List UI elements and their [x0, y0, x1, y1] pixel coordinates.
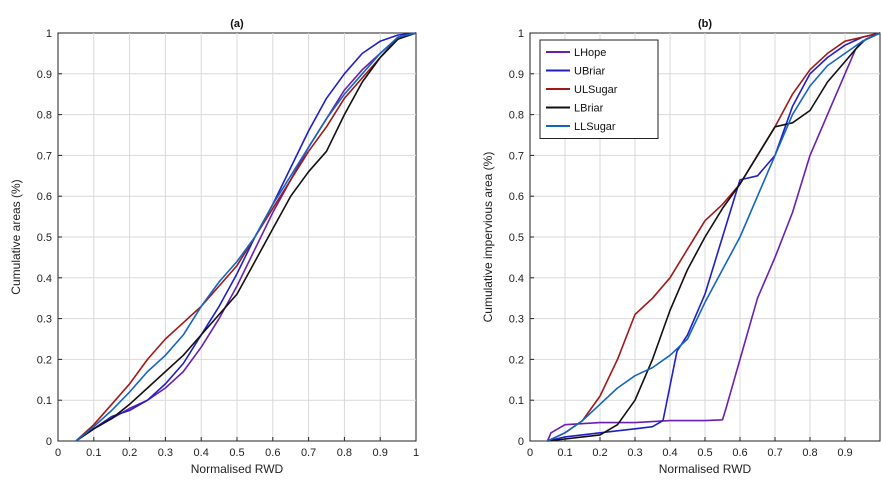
y-tick-label: 0.2 [509, 354, 524, 366]
x-tick-label: 0.5 [697, 447, 712, 459]
x-axis-label-b: Normalised RWD [659, 462, 752, 476]
legend-entry: LLSugar [574, 121, 616, 133]
y-tick-label: 0.7 [37, 150, 52, 162]
series-line-lbriar [547, 32, 881, 442]
chart-panel-b: 0 0.1 0.2 0.3 0.4 0.5 0.6 0.7 0.8 0.9 00.10.20.30… [481, 18, 881, 476]
series-lines-a [75, 32, 417, 442]
y-tick-label: 0 [518, 436, 524, 448]
chart-panel-a: 0 0.1 0.2 0.3 0.4 0.5 0.6 0.7 0.8 0.9 1 0 0.1 0.2 0.3… [9, 18, 419, 476]
x-tick-label: 1 [413, 447, 419, 459]
x-tick-label: 0.7 [301, 447, 316, 459]
x-tick-label: 0.1 [86, 447, 101, 459]
y-tick-label: 0.8 [509, 110, 524, 122]
y-tick-label: 0.5 [37, 232, 52, 244]
y-tick-label: 0.3 [509, 314, 524, 326]
x-axis-label-a: Normalised RWD [191, 462, 284, 476]
chart-title-a: (a) [230, 18, 244, 30]
y-tick-label: 0.9 [37, 69, 52, 81]
y-tick-label: 0.1 [37, 395, 52, 407]
x-tick-label: 0.5 [229, 447, 244, 459]
legend-entry: UBriar [574, 66, 606, 78]
chart-title-b: (b) [698, 18, 712, 30]
y-tick-label: 0.6 [37, 191, 52, 203]
series-line-a-2 [75, 32, 417, 442]
series-line-a-1 [75, 32, 417, 442]
x-tick-label: 0 [527, 447, 533, 459]
y-axis-label-b: Cumulative impervious area (%) [481, 152, 495, 323]
y-axis-label-a: Cumulative areas (%) [9, 179, 23, 294]
series-lines-b [546, 32, 881, 442]
series-line-lhope [546, 32, 881, 442]
y-tick-label: 0.7 [509, 150, 524, 162]
x-tick-label: 0.4 [194, 447, 209, 459]
y-tick-label: 0 [46, 436, 52, 448]
y-tick-label: 0.4 [37, 273, 52, 285]
y-tick-label: 0.4 [509, 273, 524, 285]
y-tick-label: 0.1 [509, 395, 524, 407]
y-ticks-a: 0 0.1 0.2 0.3 0.4 0.5 0.6 0.7 0.8 0.9 1 [37, 28, 62, 448]
x-tick-label: 0.1 [557, 447, 572, 459]
x-tick-label: 0.6 [732, 447, 747, 459]
grid-a [58, 33, 416, 441]
x-tick-label: 0.3 [158, 447, 173, 459]
x-tick-label: 0.3 [627, 447, 642, 459]
x-ticks-b: 0 0.1 0.2 0.3 0.4 0.5 0.6 0.7 0.8 0.9 [527, 437, 853, 459]
x-tick-label: 0 [55, 447, 61, 459]
x-tick-label: 0.9 [837, 447, 852, 459]
y-tick-label: 0.8 [37, 110, 52, 122]
x-tick-label: 0.2 [122, 447, 137, 459]
grid-b [530, 33, 880, 441]
y-ticks-b: 0 0.1 0.2 0.3 0.4 0.5 0.6 0.7 0.8 0.9 1 [509, 28, 534, 448]
legend-entry: LHope [574, 47, 606, 59]
x-tick-label: 0.6 [265, 447, 280, 459]
y-tick-label: 0.6 [509, 191, 524, 203]
legend-entry: LBriar [574, 103, 604, 115]
y-tick-label: 0.3 [37, 314, 52, 326]
series-line-llsugar [547, 32, 881, 442]
x-tick-label: 0.7 [767, 447, 782, 459]
x-tick-label: 0.8 [337, 447, 352, 459]
y-tick-label: 1 [518, 28, 524, 40]
series-line-ubriar [547, 32, 881, 442]
y-tick-label: 1 [46, 28, 52, 40]
x-tick-label: 0.8 [802, 447, 817, 459]
x-tick-label: 0.2 [592, 447, 607, 459]
y-tick-label: 0.5 [509, 232, 524, 244]
x-tick-label: 0.4 [662, 447, 677, 459]
legend-entry: ULSugar [574, 84, 618, 96]
x-tick-label: 0.9 [373, 447, 388, 459]
series-line-a-5 [75, 32, 417, 442]
series-line-a-4 [75, 32, 417, 442]
series-line-a-3 [75, 32, 417, 442]
legend-b: LHope UBriar ULSugar LBriar LLSugar [539, 39, 659, 139]
y-tick-label: 0.9 [509, 69, 524, 81]
series-line-ulsugar [547, 32, 881, 442]
x-ticks-a: 0 0.1 0.2 0.3 0.4 0.5 0.6 0.7 0.8 0.9 1 [55, 437, 419, 459]
y-tick-label: 0.2 [37, 354, 52, 366]
